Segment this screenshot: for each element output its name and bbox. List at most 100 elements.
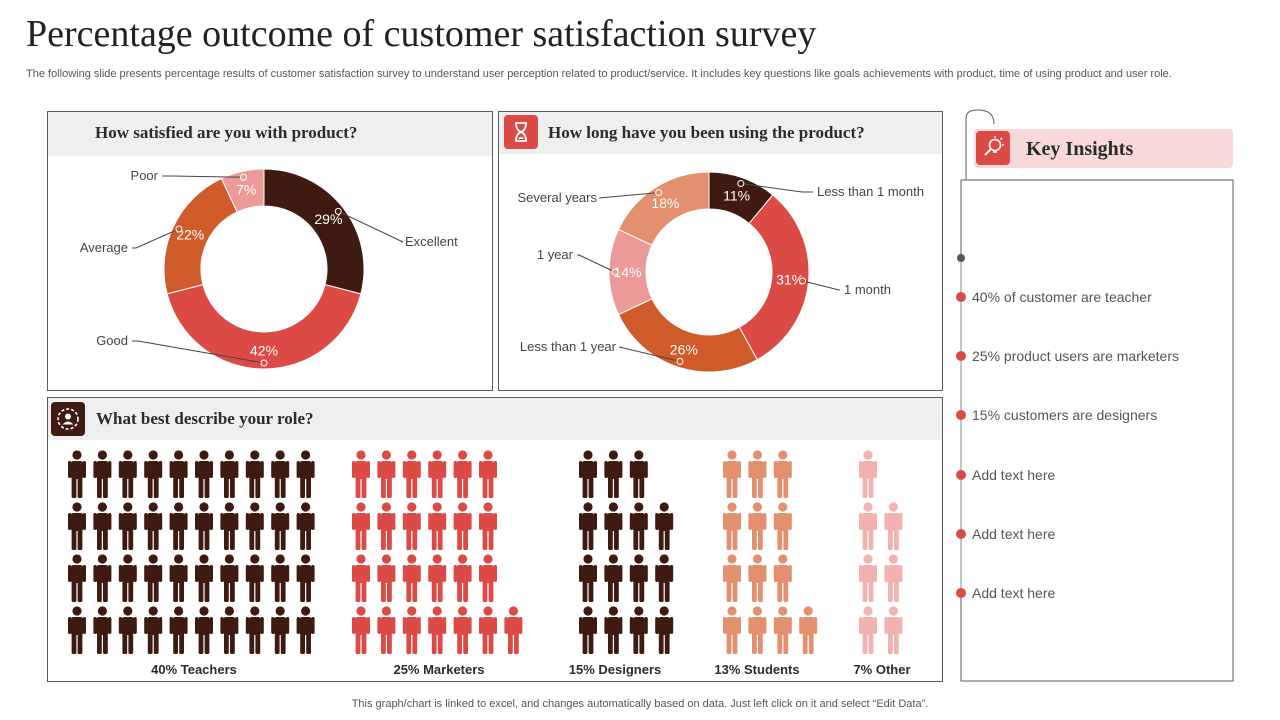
slice-value-label: 29% [314, 211, 342, 227]
person-icon [629, 502, 648, 550]
person-icon [655, 606, 674, 654]
insight-bullet-1 [956, 292, 966, 302]
role-category-label: 25% Marketers [393, 662, 484, 677]
person-icon [723, 606, 741, 654]
person-icon [884, 502, 903, 550]
person-icon [773, 450, 792, 498]
leader-dot [737, 180, 745, 188]
person-icon [93, 554, 112, 602]
satisfaction-panel-header [48, 112, 492, 156]
person-icon [169, 606, 188, 654]
footer-note: This graph/chart is linked to excel, and… [351, 698, 929, 710]
leader-dot [239, 173, 247, 181]
person-icon [169, 554, 188, 602]
slice-category-label: Less than 1 month [817, 184, 924, 199]
person-icon [453, 502, 472, 550]
satisfaction-heading: How satisfied are you with product? [95, 123, 358, 142]
leader-dot [799, 277, 807, 285]
satisfaction-panel: How satisfied are you with product? 29% E… [47, 111, 493, 391]
donut-slice[interactable] [166, 284, 362, 370]
person-icon [93, 450, 112, 498]
person-icon [723, 554, 741, 602]
leader-line [618, 346, 681, 362]
slice-value-label: 11% [723, 187, 750, 203]
donut-slice[interactable] [220, 168, 265, 213]
insight-item: 15% customers are designers [972, 407, 1158, 423]
person-icon [68, 450, 86, 498]
slice-value-label: 22% [176, 226, 204, 242]
person-icon [579, 606, 597, 654]
insight-item: Add text here [972, 585, 1056, 601]
person-icon [479, 502, 497, 550]
slice-category-label: Average [80, 240, 128, 255]
person-icon [245, 606, 264, 654]
person-icon [68, 502, 86, 550]
person-icon [296, 554, 315, 602]
usage-panel-header [499, 112, 942, 154]
person-icon [629, 606, 648, 654]
key-insights-header [974, 129, 1233, 168]
role-panel: What best describe your role? 40% Teache… [47, 397, 943, 682]
person-icon [604, 554, 623, 602]
person-icon [504, 606, 523, 654]
person-icon [220, 606, 239, 654]
person-icon [402, 606, 421, 654]
usage-heading: How long have you been using the product… [548, 123, 865, 142]
donut-slice[interactable] [617, 171, 710, 246]
leader-line [137, 340, 265, 364]
person-icon [93, 502, 112, 550]
slice-category-label: Less than 1 year [520, 339, 617, 354]
slice-value-label: 42% [250, 343, 278, 359]
person-icon [884, 554, 903, 602]
donut-slice[interactable] [617, 298, 758, 373]
person-icon [453, 606, 472, 654]
person-icon [479, 606, 497, 654]
leader-dot [676, 357, 684, 365]
role-pictogram-chart[interactable]: 40% Teachers 25% Marketers 15% Designers 13… [48, 398, 944, 683]
leader-line [338, 210, 404, 243]
insight-item: 40% of customer are teacher [972, 289, 1152, 305]
person-icon [377, 606, 396, 654]
person-icon [428, 606, 447, 654]
person-icon [195, 450, 213, 498]
donut-slice[interactable] [263, 168, 365, 295]
insight-bullet-5 [956, 529, 966, 539]
donut-slice[interactable] [738, 194, 810, 361]
slice-value-label: 18% [651, 195, 679, 211]
person-icon [271, 502, 290, 550]
person-icon [402, 450, 421, 498]
person-icon [377, 502, 396, 550]
role-category-label: 15% Designers [569, 662, 662, 677]
key-insights-title: Key Insights [1026, 138, 1134, 160]
person-icon [884, 606, 903, 654]
leader-dot [611, 268, 619, 276]
slice-value-label: 7% [236, 181, 256, 197]
satisfaction-donut-chart[interactable]: 29% Excellent 42% Good 22% Average 7% Poor [48, 112, 494, 392]
person-icon [296, 450, 315, 498]
person-icon [118, 502, 137, 550]
person-icon [169, 502, 188, 550]
person-icon [773, 502, 792, 550]
leader-line [578, 254, 616, 273]
leader-line [135, 228, 180, 249]
person-icon [245, 450, 264, 498]
person-icon [68, 554, 86, 602]
person-icon [428, 502, 447, 550]
person-icon [453, 450, 472, 498]
person-icon [118, 450, 137, 498]
person-icon [352, 554, 370, 602]
person-icon [799, 606, 818, 654]
slice-category-label: Good [96, 333, 128, 348]
usage-donut-chart[interactable]: 11% Less than 1 month 31% 1 month 26% Less th… [499, 112, 944, 392]
slice-category-label: Excellent [405, 234, 458, 249]
person-icon [118, 606, 137, 654]
person-icon [428, 554, 447, 602]
user-badge-icon [51, 402, 85, 436]
person-icon [748, 450, 767, 498]
slice-category-label: Poor [131, 168, 159, 183]
insight-item: Add text here [972, 467, 1056, 483]
usage-panel: How long have you been using the product… [498, 111, 943, 391]
person-icon [579, 450, 597, 498]
insight-bullet-6 [956, 588, 966, 598]
person-icon [859, 450, 877, 498]
